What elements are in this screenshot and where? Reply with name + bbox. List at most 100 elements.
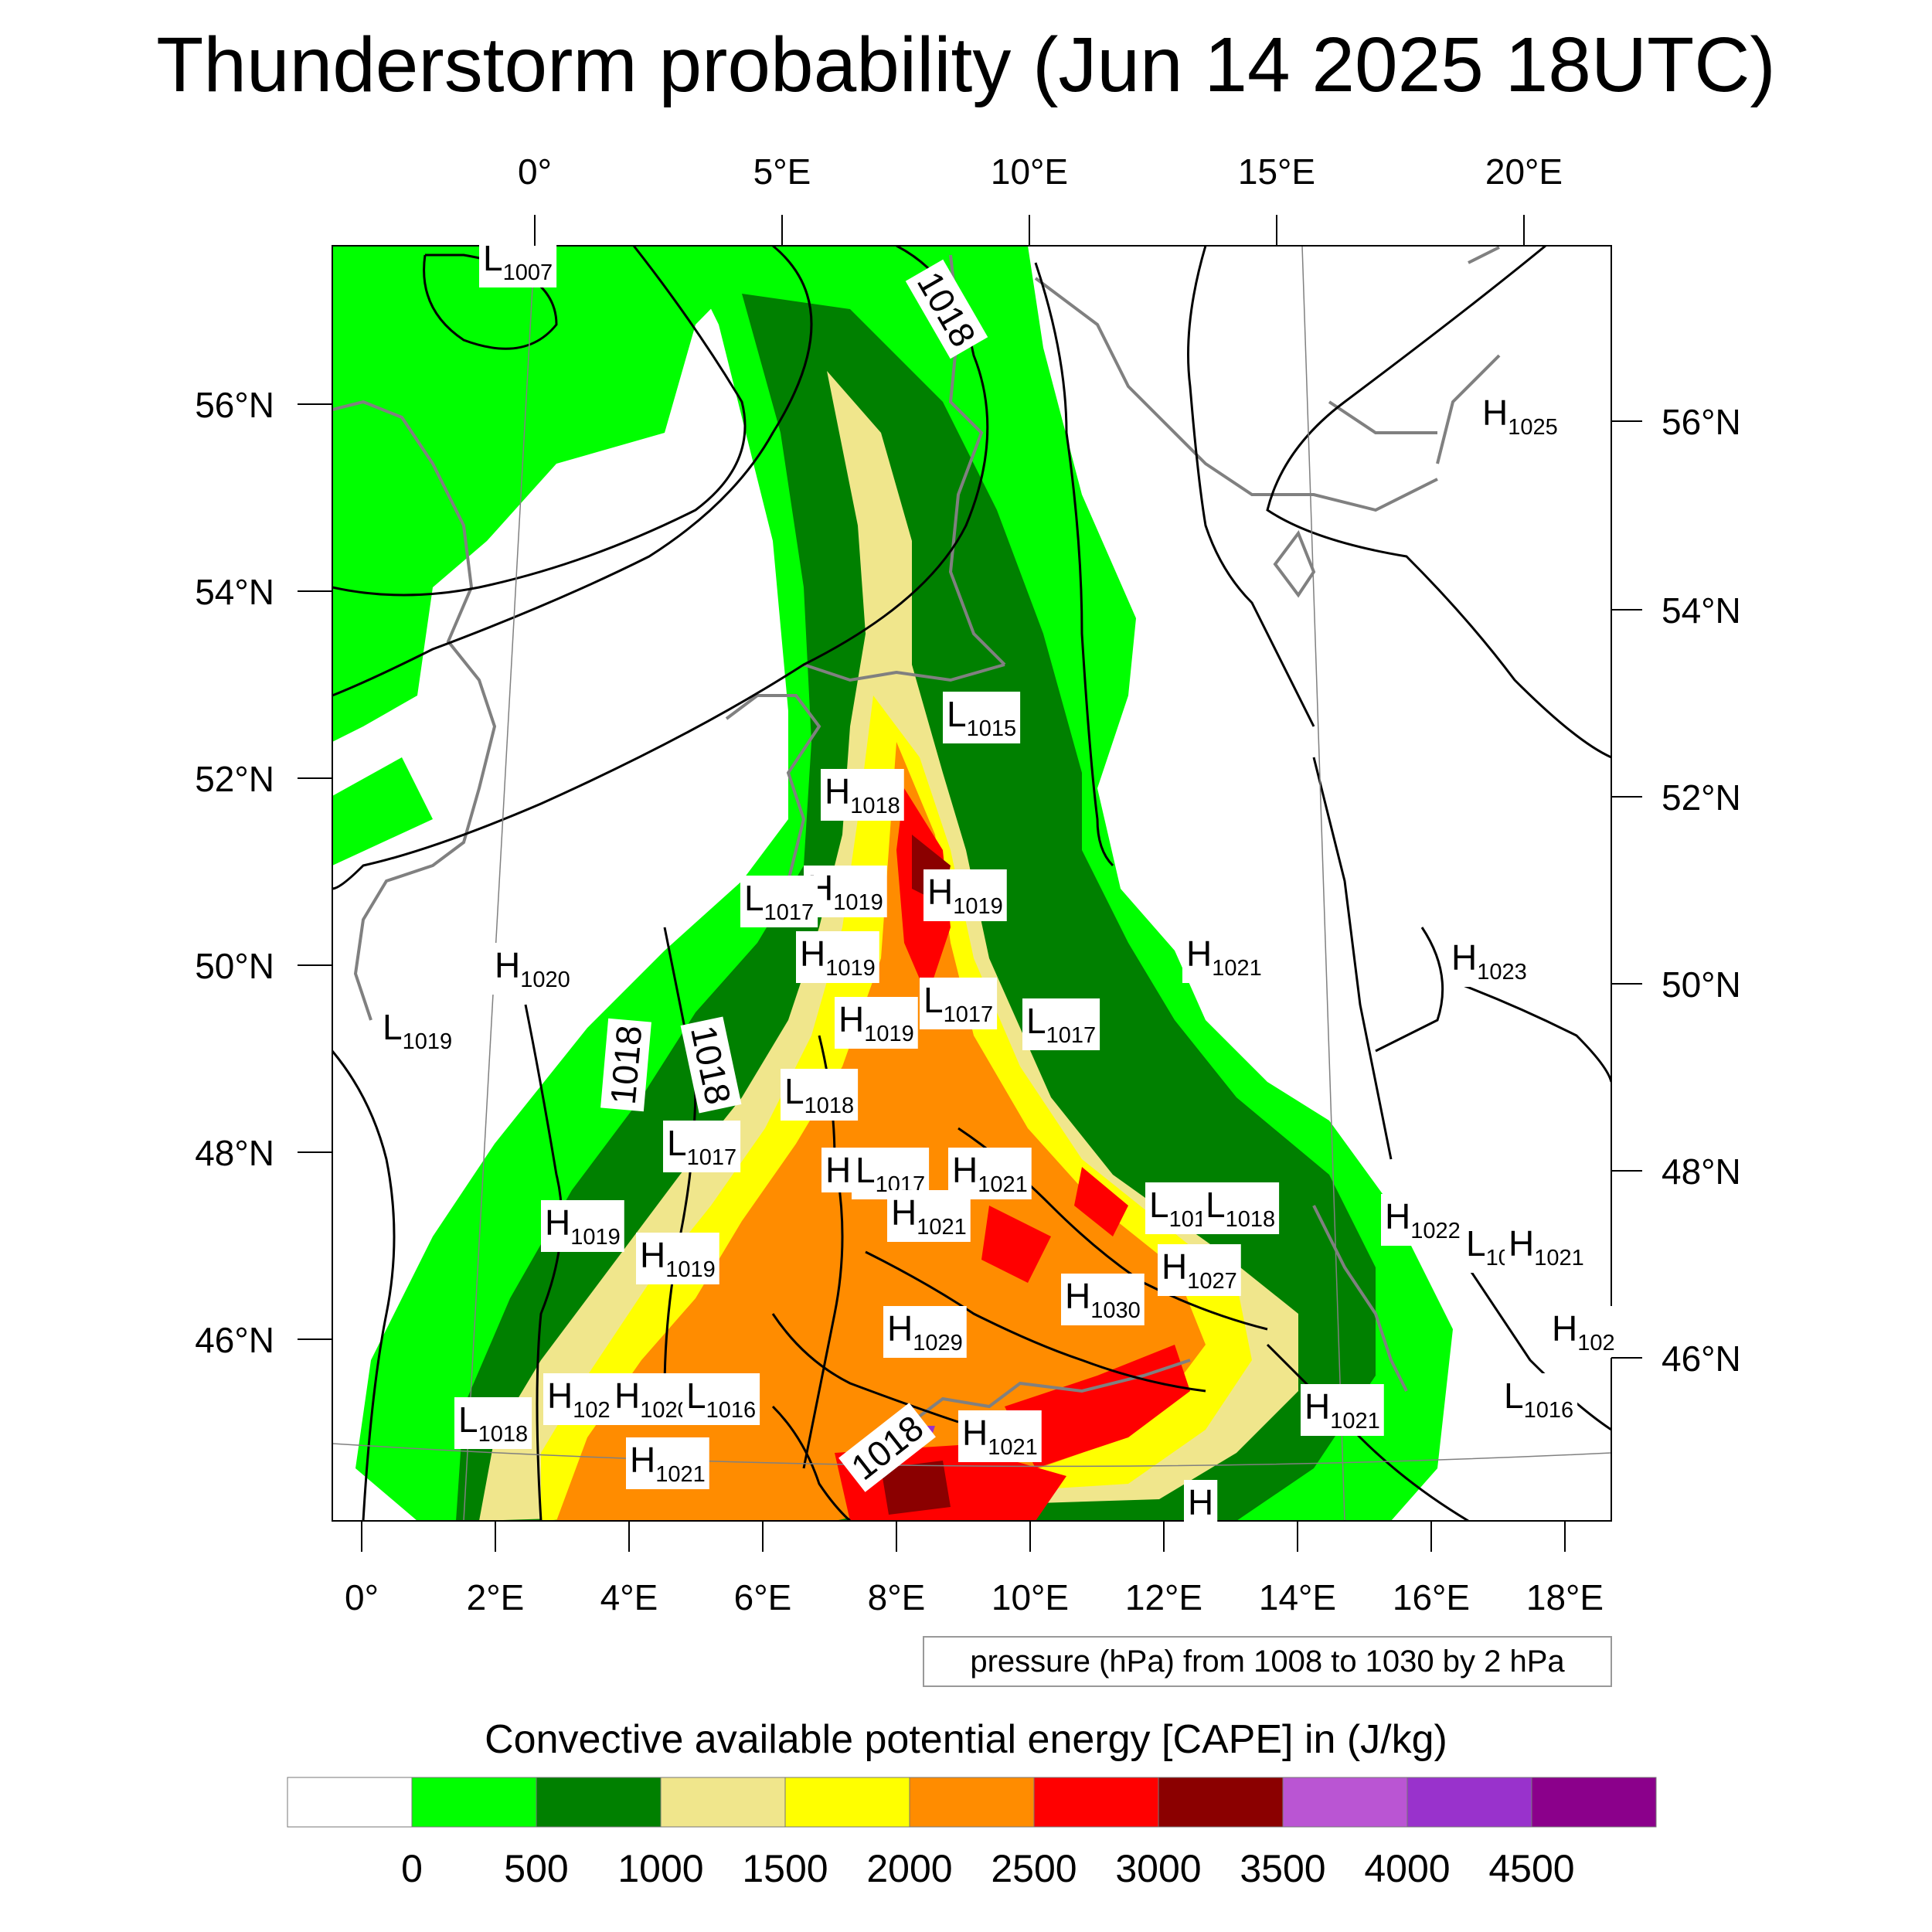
bottom-lon-tick: 18°E [1526, 1577, 1604, 1617]
pressure-center-bg [543, 1373, 614, 1425]
colorbar-swatch [1282, 1777, 1408, 1828]
pressure-center-bg [663, 1121, 741, 1172]
pressure-center-text: H1019 [838, 999, 914, 1046]
colorbar: Convective available potential energy [C… [287, 1717, 1657, 1890]
pressure-center-label: H1023 [1447, 935, 1531, 987]
pressure-center-text: H1019 [927, 872, 1003, 919]
pressure-center-bg [626, 1437, 709, 1489]
pressure-center-text: H1018 [825, 771, 900, 818]
pressure-center-bg [1500, 1373, 1578, 1425]
pressure-center-text: H1021 [1186, 934, 1262, 981]
pressure-center-text: H1021 [962, 1413, 1038, 1460]
bottom-lon-tick: 2°E [467, 1577, 525, 1617]
colorbar-tick-label: 0 [401, 1847, 423, 1890]
cape-field-orange [556, 742, 1206, 1521]
pressure-center-bg [1184, 1480, 1218, 1525]
pressure-center-text: L1018 [784, 1071, 854, 1118]
pressure-center-label: H1021 [626, 1437, 709, 1489]
pressure-center-bg [479, 236, 557, 287]
pressure-center-label: H1019 [541, 1200, 624, 1252]
pressure-center-bg [1381, 1194, 1464, 1246]
pressure-center-text: H1021 [891, 1192, 967, 1240]
pressure-center-bg [740, 876, 818, 927]
pressure-center-bg [1158, 1244, 1241, 1296]
bottom-lon-tick: 12°E [1125, 1577, 1202, 1617]
pressure-center-bg [835, 997, 918, 1049]
pressure-center-bg [1182, 931, 1266, 983]
pressure-center-label: L1007 [479, 236, 557, 287]
colorbar-tick-label: 2500 [991, 1847, 1077, 1890]
pressure-center-bg [611, 1373, 694, 1425]
pressure-center-text: H1023 [1451, 937, 1527, 985]
left-lat-tick: 56°N [195, 385, 274, 425]
colorbar-swatch [1531, 1777, 1657, 1828]
pressure-center-text: H1021 [630, 1440, 706, 1487]
colorbar-swatch [660, 1777, 786, 1828]
colorbar-swatch [1406, 1777, 1532, 1828]
bottom-lon-tick: 16°E [1393, 1577, 1470, 1617]
pressure-center-text: H1020 [614, 1376, 690, 1423]
pressure-center-text: H1027 [1162, 1247, 1237, 1294]
right-lat-tick: 56°N [1662, 402, 1741, 442]
pressure-center-bg [636, 1233, 719, 1284]
pressure-center-label: H1021 [1301, 1384, 1384, 1436]
pressure-center-bg [1022, 998, 1100, 1050]
pressure-center-text: L1017 [1026, 1001, 1096, 1048]
colorbar-swatch [536, 1777, 662, 1828]
pressure-center-text: H1021 [952, 1150, 1028, 1197]
pressure-center-text: L1017 [667, 1123, 736, 1170]
pressure-center-bg [1478, 390, 1562, 442]
pressure-center-label: H [821, 1148, 855, 1192]
left-lat-tick: 46°N [195, 1320, 274, 1360]
pressure-center-bg [491, 943, 574, 995]
top-lon-axis: 0° 5°E 10°E 15°E 20°E [518, 151, 1563, 246]
pressure-center-text: H1019 [545, 1202, 621, 1250]
colorbar-tick-label: 4000 [1364, 1847, 1450, 1890]
colorbar-tick-label: 3500 [1240, 1847, 1325, 1890]
contour-labels: 1018 1018 1018 1018 [600, 259, 988, 1492]
pressure-center-label: H1021 [1182, 931, 1266, 983]
chart-title: Thunderstorm probability (Jun 14 2025 18… [156, 22, 1775, 108]
pressure-center-text: H1029 [887, 1308, 963, 1355]
pressure-center-bg [1145, 1182, 1210, 1234]
map-frame [332, 245, 1612, 1522]
pressure-center-bg [821, 769, 904, 821]
pressure-center-text: L1017 [744, 878, 814, 925]
pressure-center-label: H1021 [948, 1148, 1032, 1199]
pressure-center-text: H1020 [495, 945, 570, 992]
pressure-center-label: L1015 [943, 692, 1021, 743]
left-lat-axis: 56°N 54°N 52°N 50°N 48°N 46°N [195, 385, 332, 1360]
pressure-center-text: H [825, 1150, 851, 1190]
colorbar-tick-label: 1000 [617, 1847, 703, 1890]
pressure-center-bg [454, 1397, 532, 1449]
right-lat-tick: 50°N [1662, 964, 1741, 1005]
map-panel [332, 245, 1612, 1522]
graticule [332, 246, 1611, 1521]
pressure-center-bg [379, 1005, 457, 1056]
pressure-center-label: H1019 [636, 1233, 719, 1284]
pressure-center-bg [1447, 935, 1531, 987]
colorbar-swatch [287, 1777, 413, 1828]
pressure-center-label: L1018 [454, 1397, 532, 1449]
pressure-center-label: H1029 [883, 1306, 967, 1358]
pressure-center-text: H1025 [1482, 393, 1558, 440]
pressure-center-label: H102 [543, 1373, 614, 1425]
colorbar-swatch [909, 1777, 1035, 1828]
pressure-center-label: L1016 [682, 1373, 760, 1425]
pressure-center-bg [682, 1373, 760, 1425]
pressure-center-text: H102 [1552, 1308, 1615, 1355]
pressure-center-label: H1025 [1478, 390, 1562, 442]
pressure-center-bg [821, 1148, 855, 1192]
pressure-center-text: L1015 [947, 694, 1016, 741]
top-lon-tick: 10°E [991, 151, 1068, 192]
colorbar-tick-label: 2000 [866, 1847, 952, 1890]
pressure-center-label: L1018 [1202, 1182, 1280, 1234]
bottom-lon-tick: 8°E [868, 1577, 926, 1617]
top-lon-tick: 0° [518, 151, 552, 192]
pressure-center-label: H1021 [887, 1190, 971, 1242]
bottom-lon-tick: 10°E [992, 1577, 1069, 1617]
pressure-center-text: H1019 [640, 1235, 716, 1282]
contour-info-box: pressure (hPa) from 1008 to 1030 by 2 hP… [923, 1636, 1612, 1687]
pressure-center-label: L1017 [740, 876, 818, 927]
